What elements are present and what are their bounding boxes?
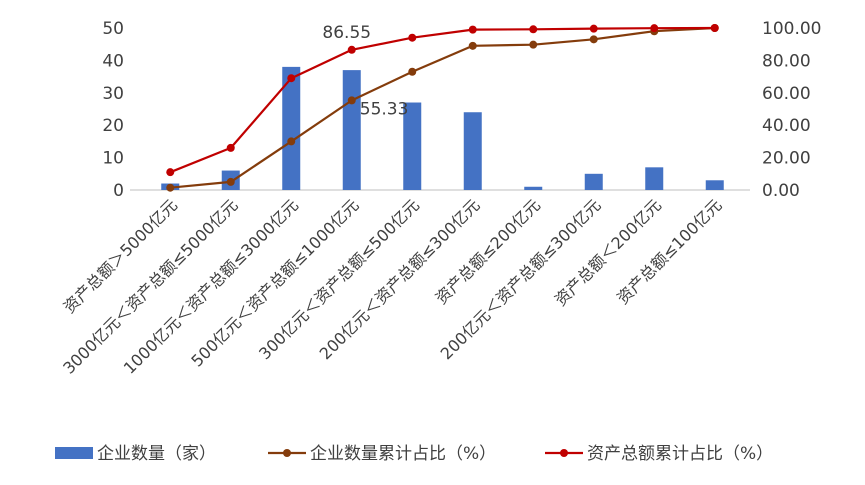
data-point	[347, 96, 356, 105]
data-point	[468, 25, 477, 34]
x-tick-label: 资产总额＞5000亿元	[60, 195, 181, 316]
legend-swatch-marker	[283, 449, 291, 457]
x-tick-label: 资产总额≤100亿元	[613, 195, 725, 307]
bar	[705, 180, 724, 190]
legend-swatch-bar	[55, 447, 93, 459]
y-right-tick-label: 60.00	[762, 84, 811, 104]
bar	[584, 173, 603, 190]
legend-label: 企业数量（家）	[97, 444, 216, 464]
bar	[645, 167, 664, 190]
bar	[342, 70, 361, 190]
data-point	[529, 40, 538, 49]
y-right-tick-label: 100.00	[762, 19, 821, 39]
y-left-tick-label: 30	[102, 84, 124, 104]
data-point	[589, 35, 598, 44]
data-point	[468, 41, 477, 50]
data-point	[408, 67, 417, 76]
x-tick-label: 资产总额≤200亿元	[432, 195, 544, 307]
data-point	[166, 183, 175, 192]
y-right-tick-label: 0.00	[762, 181, 800, 201]
series-line	[170, 26, 715, 189]
y-left-tick-label: 10	[102, 149, 124, 169]
y-left-tick-label: 50	[102, 19, 124, 39]
data-point	[710, 24, 719, 32]
bar	[524, 186, 543, 190]
y-right-tick-label: 80.00	[762, 51, 811, 71]
data-point	[408, 33, 417, 42]
data-point	[347, 45, 356, 54]
data-point	[166, 168, 175, 177]
y-left-tick-label: 20	[102, 116, 124, 136]
y-right-tick-label: 40.00	[762, 116, 811, 136]
bar	[403, 102, 422, 190]
series-line	[169, 26, 715, 174]
legend-label: 资产总额累计占比（%）	[587, 444, 773, 464]
data-point	[287, 137, 296, 146]
y-right-tick-label: 20.00	[762, 149, 811, 169]
data-label: 86.55	[322, 23, 371, 43]
data-point	[287, 74, 296, 83]
data-point	[226, 143, 235, 152]
data-point	[226, 177, 235, 186]
legend-label: 企业数量累计占比（%）	[310, 444, 496, 464]
bar	[463, 112, 482, 190]
data-label: 55.33	[360, 99, 409, 119]
bar	[282, 66, 301, 190]
legend-swatch-marker	[560, 449, 568, 457]
data-point	[650, 24, 659, 33]
x-tick-label: 资产总额＜200亿元	[551, 195, 665, 309]
y-left-tick-label: 40	[102, 51, 124, 71]
data-point	[589, 24, 598, 33]
y-left-tick-label: 0	[113, 181, 124, 201]
data-point	[529, 25, 538, 34]
